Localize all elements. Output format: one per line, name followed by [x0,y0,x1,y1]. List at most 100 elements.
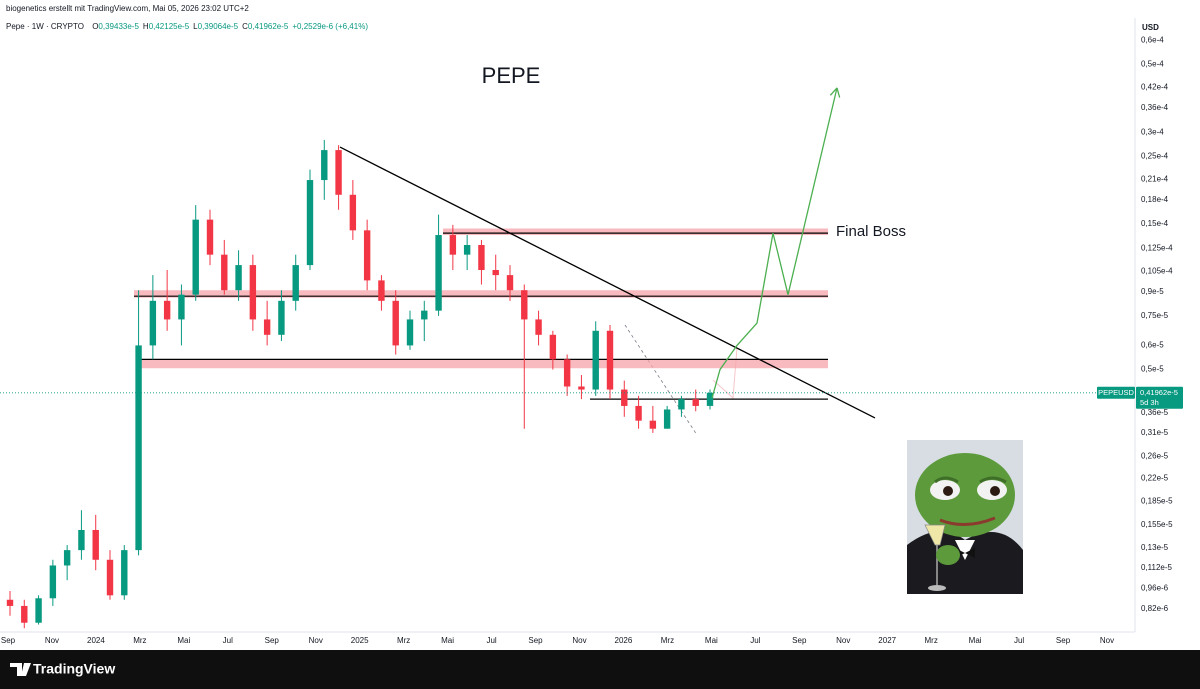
candle-body [335,150,342,195]
legend-key: H [143,22,149,31]
candle-body [192,219,199,295]
glass-foot [928,585,946,591]
x-tick-label: Mai [441,636,454,645]
arrow-head [836,87,841,98]
x-tick-label: Mai [969,636,982,645]
x-tick-label: Sep [1,636,16,645]
y-tick-label: 0,125e-4 [1141,243,1173,252]
candle-body [392,300,399,346]
candle-body [21,605,28,623]
x-tick-label: 2024 [87,636,105,645]
legend-key: C [242,22,248,31]
candle-body [692,399,699,406]
x-tick-label: Nov [572,636,586,645]
y-tick-label: 0,21e-4 [1141,175,1169,184]
x-tick-label: 2027 [878,636,896,645]
y-tick-label: 0,15e-4 [1141,219,1169,228]
y-tick-label: 0,96e-6 [1141,583,1169,592]
candle-body [221,254,228,291]
credit: biogenetics erstellt mit TradingView.com… [6,4,249,13]
x-tick-label: 2025 [351,636,369,645]
symbol-tag-label: PEPEUSD [1098,388,1134,397]
y-tick-label: 0,13e-5 [1141,543,1169,552]
candle-body [535,319,542,335]
candle-body [592,330,599,390]
candle-body [363,230,371,281]
price-tag-label: 0,41962e-5 [1140,388,1178,397]
candle-body [292,265,299,301]
y-tick-label: 0,31e-5 [1141,428,1169,437]
candle-body [163,300,171,320]
symbol: Pepe · 1W · CRYPTO [6,22,84,31]
shirt [955,540,975,560]
pupil [990,486,1000,496]
candle-body [521,290,528,320]
y-tick-label: 0,5e-5 [1141,365,1164,374]
candle-body [206,219,214,255]
x-tick-label: Sep [1056,636,1071,645]
symbol-tag [1097,386,1135,399]
x-tick-label: Nov [1100,636,1114,645]
candle-body [149,300,157,346]
candle-body [249,265,257,320]
candle-body [478,245,485,271]
x-tick-label: Mrz [133,636,146,645]
y-tick-label: 0,105e-4 [1141,266,1173,275]
dashed-guide [624,324,698,436]
candle-body [263,319,271,335]
legend-key: O [92,22,98,31]
candle-body [135,345,142,551]
plot [6,87,876,629]
y-tick-label: 0,36e-4 [1141,103,1169,112]
y-tick-label: 0,82e-6 [1141,604,1169,613]
x-tick-label: Mrz [924,636,937,645]
candle-body [621,389,628,406]
candle-body [306,180,314,266]
x-tick-label: Sep [792,636,807,645]
candle-body [6,599,14,606]
price-tag [1136,386,1183,409]
candle-body [121,550,128,596]
glass [924,524,946,546]
eyelid [934,476,1007,484]
y-tick-label: 0,26e-5 [1141,451,1169,460]
arrow-head [829,87,838,96]
brand-logo [10,663,31,676]
x-tick-label: Mrz [397,636,410,645]
trendline [339,146,876,419]
legend: Pepe · 1W · CRYPTO O0,39433e-5 H0,42125e-… [6,22,368,31]
y-tick-label: 0,36e-5 [1141,408,1169,417]
brand: TradingView [33,661,115,677]
candle-body [606,330,614,390]
candle-body [63,550,71,566]
x-tick-label: Nov [45,636,59,645]
candle-body [35,598,42,623]
candle-body [178,294,185,320]
candle-body [449,235,457,255]
y-tick-label: 0,155e-5 [1141,520,1173,529]
zone [138,359,828,369]
y-tick-label: 0,6e-4 [1141,35,1164,44]
candle-body [92,529,99,560]
x-tick-label: Jul [486,636,496,645]
candle-body [78,529,85,551]
x-tick-label: Nov [309,636,323,645]
candle-body [378,280,385,301]
hand [936,545,960,565]
legend-value: 0,41962e-5 [248,22,289,31]
y-tick-label: 0,112e-5 [1141,563,1173,572]
y-tick-label: 0,6e-5 [1141,341,1164,350]
x-tick-label: 2026 [615,636,633,645]
y-tick-label: 0,5e-4 [1141,60,1164,69]
candle-body [578,386,585,390]
candle-body [492,270,499,276]
price-tag-countdown: 5d 3h [1140,398,1159,407]
candle-body [678,399,685,410]
candle-body [235,265,242,291]
suit [907,531,1023,594]
legend-value: 0,39064e-5 [198,22,239,31]
candle-body [649,420,657,429]
candle-body [463,245,471,255]
pepe-image [907,440,1023,594]
